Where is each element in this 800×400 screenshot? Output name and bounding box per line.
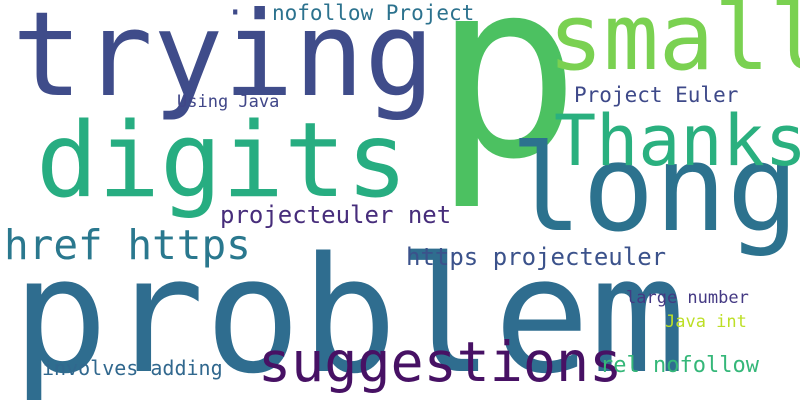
word-using-java: Using Java bbox=[177, 92, 280, 112]
word-small: small bbox=[548, 0, 800, 91]
word-projecteuler-net: projecteuler net bbox=[220, 201, 452, 229]
word-suggestions: suggestions bbox=[258, 330, 623, 394]
word-href-https: href https bbox=[4, 221, 251, 269]
word-rel-nofollow: rel nofollow bbox=[600, 353, 759, 378]
word-digits: digits bbox=[36, 101, 409, 221]
word-long: long bbox=[510, 120, 799, 259]
word-p: p bbox=[433, 0, 581, 213]
word-large-number: large number bbox=[626, 288, 749, 308]
word-involves-adding: involves adding bbox=[42, 356, 223, 380]
word-project-euler: Project Euler bbox=[574, 83, 739, 107]
word-problem: problem bbox=[12, 222, 687, 400]
word-trying: trying bbox=[12, 0, 435, 123]
word-java-int: Java int bbox=[665, 312, 747, 332]
word-dot: · bbox=[225, 0, 246, 33]
word-nofollow-project: nofollow Project bbox=[272, 1, 475, 25]
word-thanks: Thanks bbox=[554, 100, 800, 182]
word-https-projecteuler: https projecteuler bbox=[406, 243, 667, 271]
